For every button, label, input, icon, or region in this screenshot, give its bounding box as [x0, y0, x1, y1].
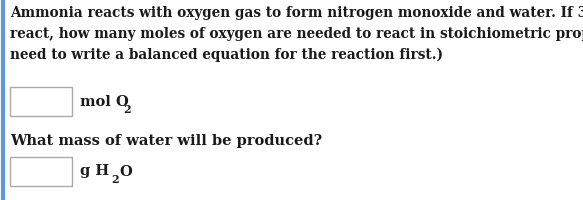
Text: need to write a balanced equation for the reaction first.): need to write a balanced equation for th… [10, 6, 444, 62]
Text: O: O [120, 164, 132, 178]
Text: g H: g H [80, 164, 110, 178]
Text: 2: 2 [111, 174, 119, 185]
Text: 2: 2 [123, 104, 131, 115]
Text: mol O: mol O [80, 95, 129, 108]
Text: Ammonia reacts with oxygen gas to form nitrogen monoxide and water. If 3.77 mole: Ammonia reacts with oxygen gas to form n… [10, 6, 583, 20]
Text: react, how many moles of oxygen are needed to react in stoichiometric proportion: react, how many moles of oxygen are need… [10, 6, 583, 41]
Text: What mass of water will be produced?: What mass of water will be produced? [10, 134, 322, 148]
FancyBboxPatch shape [10, 87, 72, 116]
FancyBboxPatch shape [10, 157, 72, 186]
